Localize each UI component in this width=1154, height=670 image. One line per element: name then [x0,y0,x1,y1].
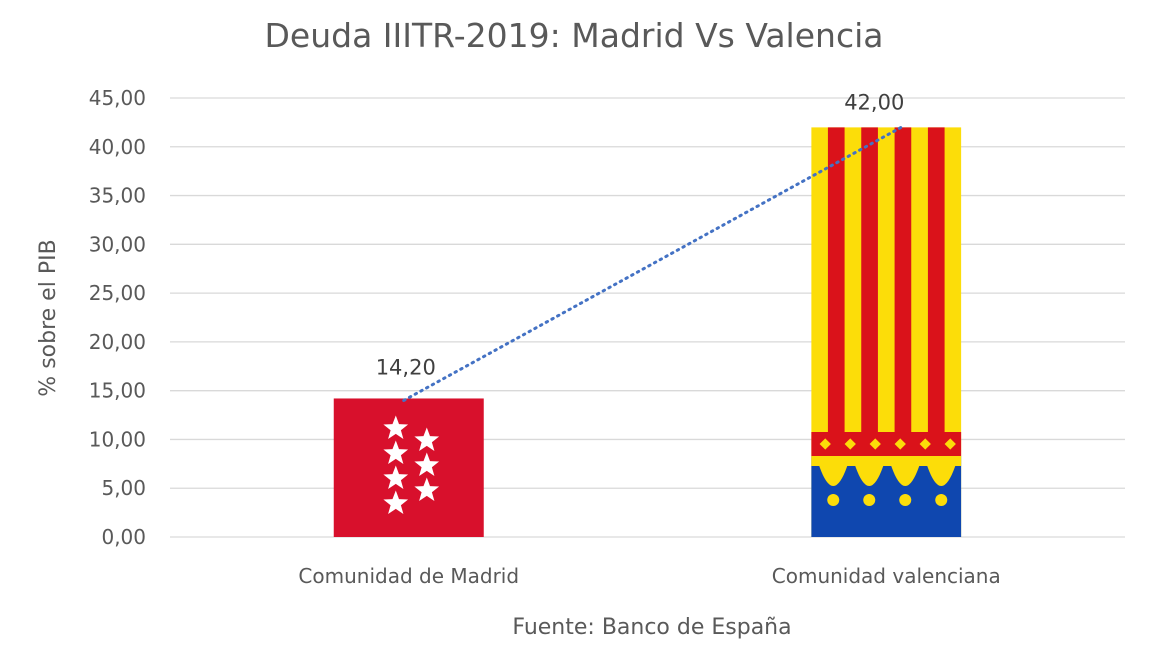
star-icon [383,415,409,439]
star-icon [383,490,409,514]
fleur-dot-icon [827,494,840,506]
bar-madrid [333,398,484,537]
star-icon [414,452,440,476]
bars [333,127,962,538]
y-tick-label: 20,00 [89,330,146,354]
y-tick-label: 25,00 [89,281,146,305]
ornament-icon [919,438,931,450]
madrid-flag-fill [333,398,484,537]
valencia-fringe [811,456,962,466]
ornament-icon [944,438,956,450]
valencia-crown-band [811,432,962,456]
source-note: Fuente: Banco de España [512,615,791,640]
x-axis-categories: Comunidad de Madrid Comunidad valenciana [298,564,1000,588]
data-label: 42,00 [844,90,904,114]
y-axis-ticks: 0,00 5,00 10,00 15,00 20,00 25,00 30,00 35,00 40… [89,86,146,549]
chart-title: Deuda IIITR-2019: Madrid Vs Valencia [265,16,884,55]
y-tick-label: 45,00 [89,86,146,110]
y-tick-label: 40,00 [89,135,146,159]
fleur-icon [819,466,848,486]
bar-valencia [811,127,962,538]
star-icon [383,440,409,464]
x-category-label: Comunidad de Madrid [298,564,519,588]
valencia-flag-fill [811,127,962,538]
fleur-icon [927,466,956,486]
fleur-dot-icon [863,494,876,506]
star-icon [383,465,409,489]
ornament-icon [894,438,906,450]
fleur-icon [855,466,884,486]
y-tick-label: 15,00 [89,379,146,403]
y-tick-label: 10,00 [89,427,146,451]
ornament-icon [819,438,831,450]
gridlines [170,97,1125,538]
y-tick-label: 5,00 [101,476,146,500]
y-tick-label: 35,00 [89,184,146,208]
x-category-label: Comunidad valenciana [772,564,1001,588]
star-icon [414,477,440,501]
ornament-icon [844,438,856,450]
fleur-icon [891,466,920,486]
fleur-dot-icon [899,494,912,506]
y-tick-label: 0,00 [101,525,146,549]
star-icon [414,427,440,451]
fleur-dot-icon [935,494,948,506]
ornament-icon [869,438,881,450]
data-labels: 14,20 42,00 [376,90,905,379]
y-axis-title: % sobre el PIB [36,239,61,396]
data-label: 14,20 [376,355,436,379]
y-tick-label: 30,00 [89,232,146,256]
